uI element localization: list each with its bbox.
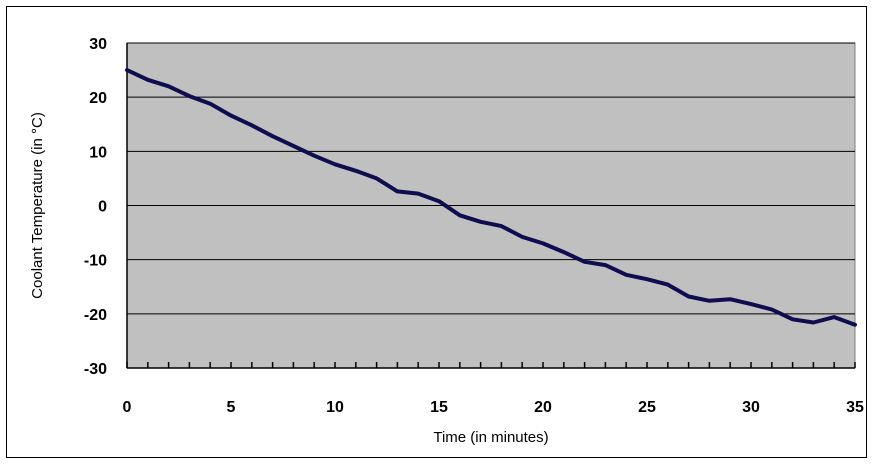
gridlines [127, 42, 855, 315]
y-tick-label: 20 [89, 90, 107, 107]
x-axis-ticks [126, 362, 856, 368]
x-axis-title: Time (in minutes) [433, 429, 548, 446]
x-tick-label: 15 [430, 399, 448, 416]
y-tick-label: 0 [98, 199, 107, 216]
x-tick-label: 10 [326, 399, 344, 416]
x-tick-label: 35 [846, 399, 864, 416]
y-tick-label: 30 [89, 36, 107, 53]
x-tick-label: 5 [227, 399, 236, 416]
y-tick-label: 10 [89, 144, 107, 161]
x-axis-tick-labels: 0 5 10 15 20 25 30 35 [123, 399, 864, 416]
x-tick-label: 0 [123, 399, 132, 416]
x-tick-label: 30 [742, 399, 760, 416]
y-tick-label: -20 [84, 307, 107, 324]
y-axis-title: Coolant Temperature (in °C) [29, 112, 46, 299]
y-tick-label: -10 [84, 253, 107, 270]
series-line [125, 68, 857, 327]
y-axis-tick-labels: 30 20 10 0 -10 -20 -30 [84, 36, 107, 378]
y-tick-label: -30 [84, 361, 107, 378]
x-tick-label: 25 [638, 399, 656, 416]
x-tick-label: 20 [534, 399, 552, 416]
